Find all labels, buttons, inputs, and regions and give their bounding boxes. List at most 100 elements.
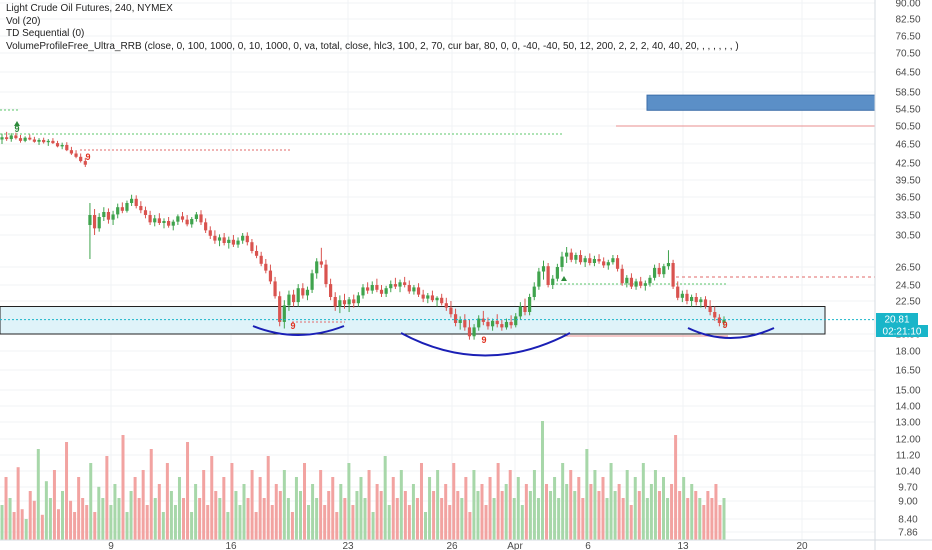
volume-bar (222, 477, 226, 540)
price-tick-label: 50.50 (895, 122, 920, 133)
price-tick-label: 70.50 (895, 49, 920, 60)
candle (222, 237, 226, 243)
date-axis[interactable]: 9 16 23 26 Apr 6 13 20 (0, 539, 932, 550)
candle (329, 284, 333, 297)
countdown-label: 02:21:10 (883, 327, 922, 338)
volume-bar (653, 470, 657, 540)
candle (518, 306, 522, 317)
volume-bar (218, 498, 222, 540)
date-tick-label: 26 (446, 541, 458, 550)
volume-bar (32, 500, 36, 540)
volume-bar (294, 477, 298, 540)
date-tick-label: 6 (585, 541, 591, 550)
volume-bar (657, 491, 661, 540)
volume-bar (40, 514, 44, 540)
volume-indicator-label[interactable]: Vol (20) (6, 15, 41, 27)
volume-bar (472, 470, 476, 540)
td-count-9: 9 (290, 321, 295, 331)
volume-bar (194, 484, 198, 540)
volume-bar (609, 463, 613, 540)
candle (569, 252, 573, 260)
td-count-9: 9 (722, 320, 727, 330)
volume-bar (230, 463, 234, 540)
price-axis[interactable]: 90.00 82.50 76.50 70.50 64.50 58.50 54.50 50.50… (874, 0, 921, 550)
volume-profile-indicator-label[interactable]: VolumeProfileFree_Ultra_RRB (close, 0, 1… (6, 40, 739, 52)
volume-bar (89, 463, 93, 540)
candle (648, 277, 652, 284)
volume-bar (605, 498, 609, 540)
candle (111, 214, 115, 220)
candle (523, 306, 527, 312)
volume-bar (649, 484, 653, 540)
volume-bar (484, 505, 488, 540)
volume-bar (73, 512, 77, 540)
volume-bar (407, 505, 411, 540)
candle (139, 206, 143, 211)
candle (315, 261, 319, 274)
legend: Light Crude Oil Futures, 240, NYMEX Vol … (6, 3, 739, 53)
candle (541, 266, 546, 272)
volume-bar (718, 505, 722, 540)
volume-bar (432, 491, 436, 540)
candle (708, 306, 712, 312)
volume-bar (210, 456, 214, 540)
volume-bar (480, 484, 484, 540)
candle (342, 300, 347, 305)
td-indicator-label[interactable]: TD Sequential (0) (6, 28, 85, 39)
candle (14, 135, 18, 139)
candle (435, 297, 439, 301)
volume-bar (286, 498, 290, 540)
candle (680, 293, 684, 298)
candle (162, 221, 166, 223)
price-tick-label: 16.50 (895, 366, 920, 377)
volume-bar (553, 477, 557, 540)
candle (199, 214, 203, 223)
candle (528, 297, 532, 312)
price-tick-label: 9.70 (898, 483, 918, 494)
date-tick-label: 9 (108, 541, 114, 550)
candle (213, 235, 217, 241)
volume-bar (363, 498, 367, 540)
volume-bar (706, 491, 710, 540)
volume-bar (520, 505, 524, 540)
volume-bar (145, 505, 149, 540)
candle (625, 277, 629, 284)
candle (500, 324, 504, 328)
candle (305, 289, 310, 296)
volume-bar (24, 519, 28, 540)
symbol-title[interactable]: Light Crude Oil Futures, 240, NYMEX (6, 3, 173, 14)
volume-bar (508, 470, 512, 540)
volume-bar (561, 463, 565, 540)
volume-bar (282, 470, 286, 540)
volume-bar (101, 498, 105, 540)
candle (634, 281, 638, 287)
volume-bar (198, 498, 202, 540)
candle (606, 262, 610, 266)
volume-bar (645, 498, 649, 540)
price-tick-label: 14.00 (895, 402, 920, 413)
candle (356, 295, 360, 304)
volume-bar (532, 470, 536, 540)
candle (472, 327, 476, 337)
candle (583, 258, 587, 263)
volume-bar (540, 421, 544, 540)
price-tick-label: 64.50 (895, 68, 920, 79)
candle (592, 259, 597, 263)
volume-bar (173, 505, 177, 540)
volume-bar (464, 477, 468, 540)
volume-bar (557, 498, 561, 540)
td-arrow-icon (14, 121, 20, 126)
price-tick-label: 24.50 (895, 281, 920, 292)
volume-bar (597, 491, 601, 540)
candle (532, 286, 536, 297)
volume-bar (343, 498, 347, 540)
volume-bar (105, 456, 109, 540)
volume-bar (20, 509, 24, 540)
candle (643, 283, 647, 286)
td-setup-9: 9 (14, 124, 19, 134)
volume-bar (440, 498, 444, 540)
candle (231, 239, 236, 245)
candle (662, 266, 666, 275)
volume-bar (182, 498, 186, 540)
